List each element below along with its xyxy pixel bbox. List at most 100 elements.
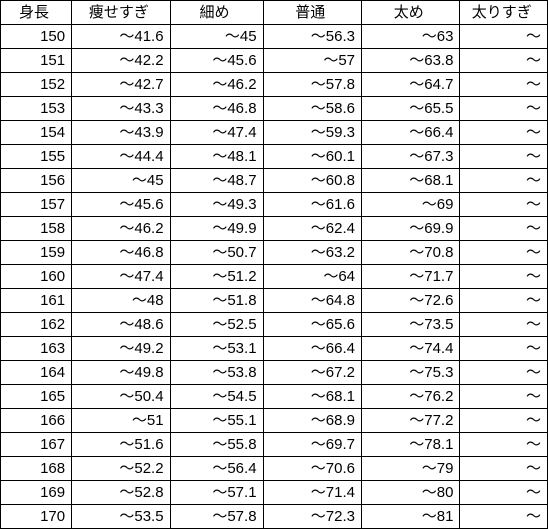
cell-normal: ～57.8 xyxy=(263,73,361,97)
col-header-too-heavy: 太りすぎ xyxy=(460,1,548,25)
table-row: 170～53.5～57.8～72.3～81～ xyxy=(1,505,548,529)
table-head: 身長 痩せすぎ 細め 普通 太め 太りすぎ xyxy=(1,1,548,25)
cell-height: 153 xyxy=(1,97,72,121)
cell-height: 168 xyxy=(1,457,72,481)
cell-heavy: ～63 xyxy=(362,25,460,49)
cell-normal: ～58.6 xyxy=(263,97,361,121)
cell-thin: ～46.8 xyxy=(170,97,263,121)
cell-too-heavy: ～ xyxy=(460,145,548,169)
cell-heavy: ～72.6 xyxy=(362,289,460,313)
cell-normal: ～63.2 xyxy=(263,241,361,265)
table-row: 164～49.8～53.8～67.2～75.3～ xyxy=(1,361,548,385)
cell-too-thin: ～41.6 xyxy=(72,25,170,49)
cell-normal: ～69.7 xyxy=(263,433,361,457)
cell-thin: ～46.2 xyxy=(170,73,263,97)
table-row: 159～46.8～50.7～63.2～70.8～ xyxy=(1,241,548,265)
cell-thin: ～54.5 xyxy=(170,385,263,409)
cell-too-thin: ～51.6 xyxy=(72,433,170,457)
table-row: 151～42.2～45.6～57～63.8～ xyxy=(1,49,548,73)
cell-thin: ～52.5 xyxy=(170,313,263,337)
cell-too-thin: ～47.4 xyxy=(72,265,170,289)
col-header-normal: 普通 xyxy=(263,1,361,25)
cell-normal: ～60.1 xyxy=(263,145,361,169)
cell-thin: ～45 xyxy=(170,25,263,49)
cell-too-heavy: ～ xyxy=(460,73,548,97)
cell-height: 155 xyxy=(1,145,72,169)
cell-too-thin: ～53.5 xyxy=(72,505,170,529)
cell-height: 151 xyxy=(1,49,72,73)
cell-too-thin: ～42.7 xyxy=(72,73,170,97)
cell-normal: ～70.6 xyxy=(263,457,361,481)
cell-too-heavy: ～ xyxy=(460,265,548,289)
cell-heavy: ～79 xyxy=(362,457,460,481)
cell-too-heavy: ～ xyxy=(460,433,548,457)
cell-height: 163 xyxy=(1,337,72,361)
cell-too-heavy: ～ xyxy=(460,241,548,265)
cell-height: 157 xyxy=(1,193,72,217)
cell-too-heavy: ～ xyxy=(460,505,548,529)
cell-height: 170 xyxy=(1,505,72,529)
table-row: 168～52.2～56.4～70.6～79～ xyxy=(1,457,548,481)
cell-too-heavy: ～ xyxy=(460,409,548,433)
cell-normal: ～62.4 xyxy=(263,217,361,241)
cell-too-heavy: ～ xyxy=(460,25,548,49)
cell-too-heavy: ～ xyxy=(460,481,548,505)
cell-thin: ～55.8 xyxy=(170,433,263,457)
cell-too-thin: ～44.4 xyxy=(72,145,170,169)
cell-heavy: ～76.2 xyxy=(362,385,460,409)
cell-thin: ～56.4 xyxy=(170,457,263,481)
table-row: 165～50.4～54.5～68.1～76.2～ xyxy=(1,385,548,409)
cell-heavy: ～67.3 xyxy=(362,145,460,169)
table-body: 150～41.6～45～56.3～63～151～42.2～45.6～57～63.… xyxy=(1,25,548,529)
cell-thin: ～51.2 xyxy=(170,265,263,289)
cell-normal: ～56.3 xyxy=(263,25,361,49)
table-row: 153～43.3～46.8～58.6～65.5～ xyxy=(1,97,548,121)
cell-too-thin: ～51 xyxy=(72,409,170,433)
cell-normal: ～64 xyxy=(263,265,361,289)
table-row: 169～52.8～57.1～71.4～80～ xyxy=(1,481,548,505)
cell-too-thin: ～46.2 xyxy=(72,217,170,241)
cell-thin: ～57.1 xyxy=(170,481,263,505)
cell-too-thin: ～52.8 xyxy=(72,481,170,505)
cell-thin: ～45.6 xyxy=(170,49,263,73)
cell-normal: ～61.6 xyxy=(263,193,361,217)
cell-height: 167 xyxy=(1,433,72,457)
cell-height: 159 xyxy=(1,241,72,265)
cell-height: 160 xyxy=(1,265,72,289)
cell-height: 150 xyxy=(1,25,72,49)
cell-thin: ～50.7 xyxy=(170,241,263,265)
cell-heavy: ～66.4 xyxy=(362,121,460,145)
cell-thin: ～47.4 xyxy=(170,121,263,145)
cell-heavy: ～74.4 xyxy=(362,337,460,361)
cell-too-thin: ～42.2 xyxy=(72,49,170,73)
cell-thin: ～49.9 xyxy=(170,217,263,241)
table-row: 163～49.2～53.1～66.4～74.4～ xyxy=(1,337,548,361)
cell-normal: ～59.3 xyxy=(263,121,361,145)
table-row: 167～51.6～55.8～69.7～78.1～ xyxy=(1,433,548,457)
header-row: 身長 痩せすぎ 細め 普通 太め 太りすぎ xyxy=(1,1,548,25)
cell-thin: ～57.8 xyxy=(170,505,263,529)
table-row: 152～42.7～46.2～57.8～64.7～ xyxy=(1,73,548,97)
cell-normal: ～72.3 xyxy=(263,505,361,529)
cell-normal: ～64.8 xyxy=(263,289,361,313)
cell-normal: ～67.2 xyxy=(263,361,361,385)
cell-too-heavy: ～ xyxy=(460,337,548,361)
cell-too-thin: ～43.9 xyxy=(72,121,170,145)
cell-heavy: ～73.5 xyxy=(362,313,460,337)
cell-heavy: ～65.5 xyxy=(362,97,460,121)
cell-normal: ～66.4 xyxy=(263,337,361,361)
cell-heavy: ～68.1 xyxy=(362,169,460,193)
cell-heavy: ～71.7 xyxy=(362,265,460,289)
cell-height: 166 xyxy=(1,409,72,433)
weight-table-container: 身長 痩せすぎ 細め 普通 太め 太りすぎ 150～41.6～45～56.3～6… xyxy=(0,0,548,529)
cell-height: 161 xyxy=(1,289,72,313)
table-row: 150～41.6～45～56.3～63～ xyxy=(1,25,548,49)
cell-heavy: ～80 xyxy=(362,481,460,505)
cell-height: 154 xyxy=(1,121,72,145)
cell-normal: ～65.6 xyxy=(263,313,361,337)
table-row: 155～44.4～48.1～60.1～67.3～ xyxy=(1,145,548,169)
cell-too-thin: ～46.8 xyxy=(72,241,170,265)
table-row: 166～51～55.1～68.9～77.2～ xyxy=(1,409,548,433)
cell-heavy: ～64.7 xyxy=(362,73,460,97)
table-row: 157～45.6～49.3～61.6～69～ xyxy=(1,193,548,217)
